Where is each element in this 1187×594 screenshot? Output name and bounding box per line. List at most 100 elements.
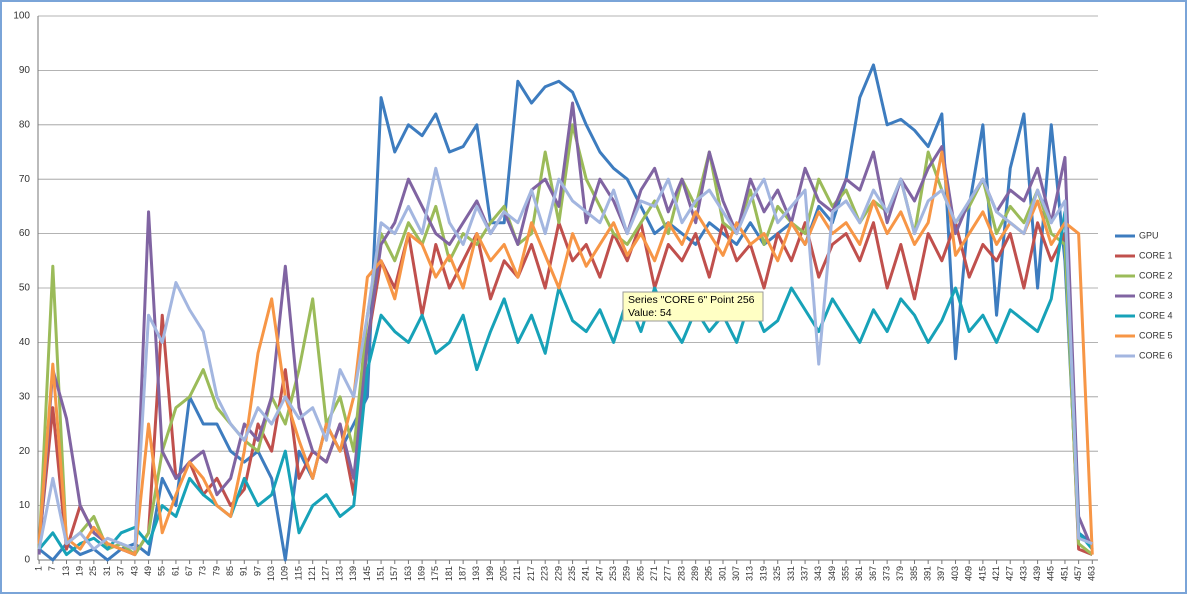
- x-tick-label: 409: [964, 566, 974, 581]
- x-tick-label: 355: [840, 566, 850, 581]
- x-tick-label: 463: [1087, 566, 1097, 581]
- x-tick-label: 163: [403, 566, 413, 581]
- x-tick-label: 91: [239, 566, 249, 576]
- x-tick-label: 325: [772, 566, 782, 581]
- x-tick-label: 403: [950, 566, 960, 581]
- x-tick-label: 13: [61, 566, 71, 576]
- x-tick-label: 25: [88, 566, 98, 576]
- x-tick-label: 247: [594, 566, 604, 581]
- x-tick-label: 295: [704, 566, 714, 581]
- x-tick-label: 31: [102, 566, 112, 576]
- x-tick-label: 379: [895, 566, 905, 581]
- x-tick-label: 49: [143, 566, 153, 576]
- y-tick-label: 10: [19, 500, 31, 511]
- legend-label: CORE 4: [1139, 310, 1173, 320]
- x-tick-label: 19: [75, 566, 85, 576]
- x-tick-label: 139: [348, 566, 358, 581]
- x-tick-label: 145: [362, 566, 372, 581]
- legend-label: GPU: [1139, 230, 1159, 240]
- y-tick-label: 70: [19, 174, 31, 185]
- x-tick-label: 7: [47, 566, 57, 571]
- series-line: [37, 166, 1093, 551]
- x-tick-label: 337: [799, 566, 809, 581]
- x-tick-label: 205: [499, 566, 509, 581]
- x-tick-label: 181: [444, 566, 454, 581]
- x-tick-label: 61: [170, 566, 180, 576]
- x-tick-label: 187: [458, 566, 468, 581]
- y-tick-label: 40: [19, 337, 31, 348]
- x-tick-label: 241: [581, 566, 591, 581]
- x-tick-label: 199: [485, 566, 495, 581]
- y-tick-label: 30: [19, 391, 31, 402]
- x-tick-label: 169: [416, 566, 426, 581]
- x-tick-label: 151: [375, 566, 385, 581]
- x-tick-label: 349: [827, 566, 837, 581]
- x-tick-label: 73: [198, 566, 208, 576]
- legend-label: CORE 5: [1139, 330, 1173, 340]
- x-tick-label: 283: [676, 566, 686, 581]
- x-tick-label: 397: [936, 566, 946, 581]
- series-line: [38, 63, 1094, 562]
- x-tick-label: 157: [389, 566, 399, 581]
- series-line: [37, 150, 1094, 557]
- x-tick-label: 97: [252, 566, 262, 576]
- x-tick-label: 319: [758, 566, 768, 581]
- x-tick-label: 391: [923, 566, 933, 581]
- x-tick-label: 421: [991, 566, 1001, 581]
- x-tick-label: 433: [1018, 566, 1028, 581]
- x-tick-label: 361: [854, 566, 864, 581]
- x-tick-label: 427: [1005, 566, 1015, 581]
- y-tick-label: 90: [19, 65, 31, 76]
- series-line: [37, 123, 1094, 557]
- x-tick-label: 451: [1059, 566, 1069, 581]
- x-tick-label: 457: [1073, 566, 1083, 581]
- x-tick-label: 55: [157, 566, 167, 576]
- x-tick-label: 103: [266, 566, 276, 581]
- legend-label: CORE 1: [1139, 250, 1173, 260]
- x-tick-label: 331: [786, 566, 796, 581]
- x-tick-label: 289: [690, 566, 700, 581]
- x-tick-label: 211: [512, 566, 522, 580]
- x-tick-label: 223: [540, 566, 550, 581]
- x-tick-label: 307: [731, 566, 741, 581]
- x-tick-label: 43: [129, 566, 139, 576]
- x-tick-label: 277: [663, 566, 673, 581]
- series-line: [37, 221, 1093, 557]
- legend-label: CORE 6: [1139, 350, 1173, 360]
- x-tick-label: 343: [813, 566, 823, 581]
- x-tick-label: 367: [868, 566, 878, 581]
- legend-label: CORE 2: [1139, 270, 1173, 280]
- tooltip-text: Series "CORE 6" Point 256: [628, 294, 755, 306]
- x-tick-label: 115: [293, 566, 303, 580]
- y-tick-label: 100: [13, 11, 30, 22]
- y-tick-label: 60: [19, 228, 31, 239]
- x-tick-label: 193: [471, 566, 481, 581]
- x-tick-label: 109: [280, 566, 290, 581]
- x-tick-label: 127: [321, 566, 331, 581]
- x-tick-label: 175: [430, 566, 440, 581]
- y-tick-label: 50: [19, 283, 31, 294]
- x-tick-label: 415: [977, 566, 987, 581]
- x-tick-label: 121: [307, 566, 317, 581]
- x-tick-label: 85: [225, 566, 235, 576]
- x-tick-label: 253: [608, 566, 618, 581]
- x-tick-label: 67: [184, 566, 194, 576]
- x-tick-label: 217: [526, 566, 536, 581]
- x-tick-label: 259: [622, 566, 632, 581]
- x-tick-label: 133: [334, 566, 344, 581]
- x-tick-label: 301: [717, 566, 727, 581]
- series-line: [37, 101, 1094, 557]
- x-tick-label: 313: [745, 566, 755, 581]
- x-tick-label: 37: [116, 566, 126, 576]
- x-tick-label: 271: [649, 566, 659, 581]
- x-tick-label: 235: [567, 566, 577, 581]
- tooltip-box: [622, 291, 764, 322]
- tooltip-text: Value: 54: [628, 307, 672, 319]
- y-tick-label: 20: [19, 446, 31, 457]
- x-tick-label: 265: [635, 566, 645, 581]
- x-tick-label: 79: [211, 566, 221, 576]
- legend-label: CORE 3: [1139, 290, 1173, 300]
